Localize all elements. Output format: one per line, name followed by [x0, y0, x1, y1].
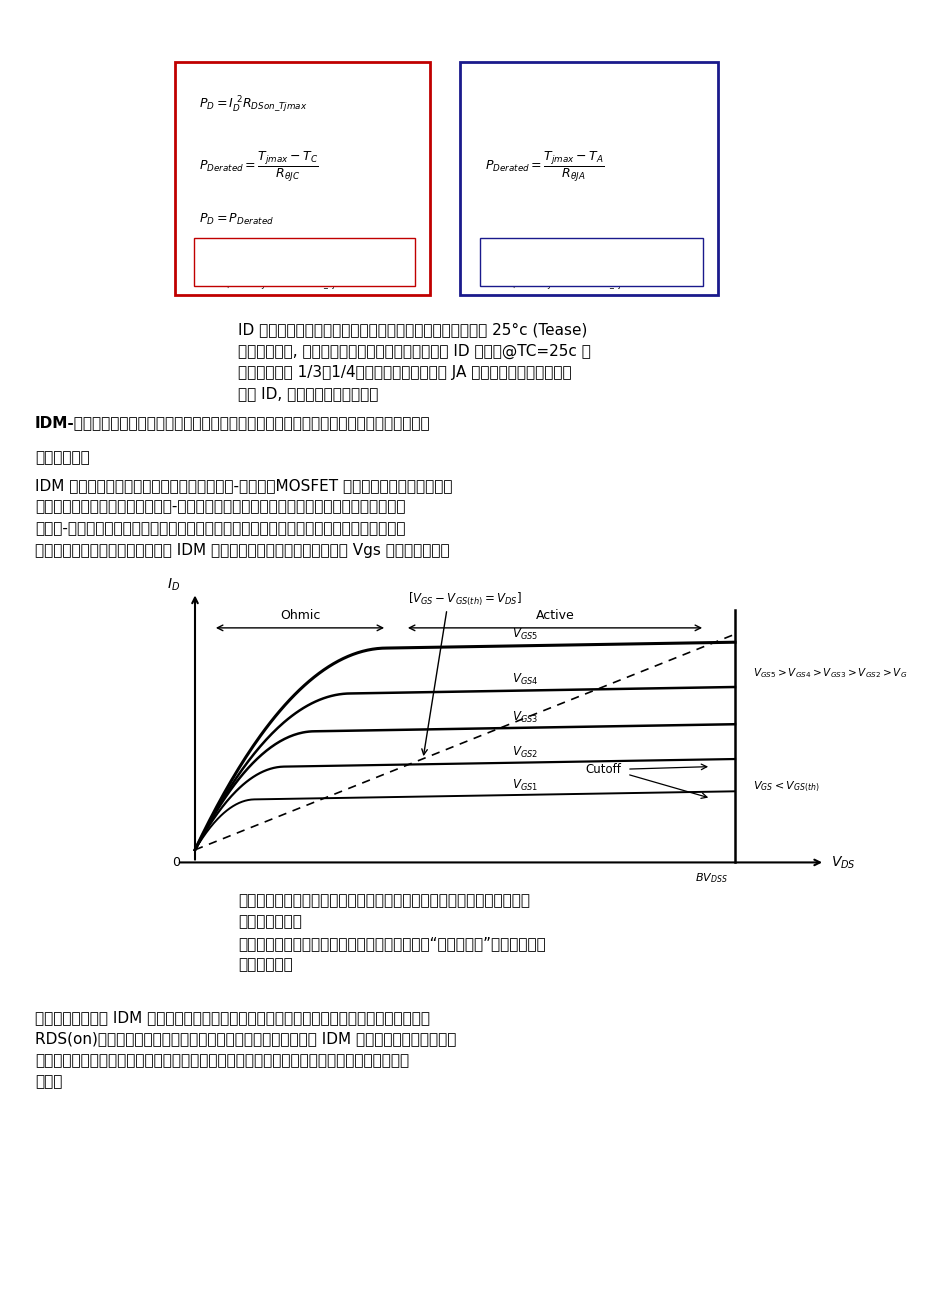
Text: $V_{GS4}$: $V_{GS4}$ — [512, 672, 539, 687]
Text: Active: Active — [536, 609, 575, 622]
Text: 经封装引线，因为在某些情况下，整个芯片上最“薄弱的连接”不是芯片，而: 经封装引线，因为在某些情况下，整个芯片上最“薄弱的连接”不是芯片，而 — [238, 936, 545, 950]
Text: 情况。: 情况。 — [35, 1074, 63, 1090]
Text: Cutoff: Cutoff — [585, 763, 621, 776]
Text: Ohmic: Ohmic — [280, 609, 320, 622]
Text: 是封装引线。: 是封装引线。 — [238, 958, 293, 972]
Bar — [175, 62, 430, 295]
Text: 考虑到热效应对于 IDM 的限制，温度的升高依赖于脉冲宽度，脉冲间的时间间隔，散热状况，: 考虑到热效应对于 IDM 的限制，温度的升高依赖于脉冲宽度，脉冲间的时间间隔，散… — [35, 1010, 430, 1025]
Text: $I_D$: $I_D$ — [167, 577, 180, 592]
Text: $V_{GS5} > V_{GS4} > V_{GS3} > V_{GS2} > V_{\mathit{G}}$: $V_{GS5} > V_{GS4} > V_{GS3} > V_{GS2} >… — [753, 666, 907, 680]
Text: $P_{Derated} = \dfrac{T_{jmax}-T_C}{R_{\theta JC}}$: $P_{Derated} = \dfrac{T_{jmax}-T_C}{R_{\… — [200, 150, 319, 184]
Text: 流。如图所示，对于给定的一个栅-源电压，如果工作点位于线性区域内，漏极电流的增大会: 流。如图所示，对于给定的一个栅-源电压，如果工作点位于线性区域内，漏极电流的增大… — [35, 499, 406, 515]
Text: IDM-脉冲漏极电流该参数反映了器件可以处理的脉冲电流的高低，脉冲电流要远高于连续的直: IDM-脉冲漏极电流该参数反映了器件可以处理的脉冲电流的高低，脉冲电流要远高于连… — [35, 415, 430, 431]
Text: 也很难。因此, 硬开关应用中实际开关电流通常小于 ID 额定值@TC=25c 的: 也很难。因此, 硬开关应用中实际开关电流通常小于 ID 额定值@TC=25c 的 — [238, 344, 591, 358]
Text: $V_{GS1}$: $V_{GS1}$ — [512, 778, 538, 793]
Text: $I_D = \sqrt{\dfrac{T_{jmax}-T_A}{R_{\theta JA}}\cdot\dfrac{1}{R_{DSon\_Tjmax}}}: $I_D = \sqrt{\dfrac{T_{jmax}-T_A}{R_{\th… — [484, 256, 642, 291]
Text: $P_D = I_D^{\ 2} R_{DSon\_Tjmax}$: $P_D = I_D^{\ 2} R_{DSon\_Tjmax}$ — [200, 94, 308, 115]
Text: $V_{DS}$: $V_{DS}$ — [831, 855, 856, 870]
Text: $V_{GS3}$: $V_{GS3}$ — [512, 710, 538, 725]
Text: $V_{GS5}$: $V_{GS5}$ — [512, 627, 538, 641]
Text: ID 中并不包含开关损耗，并且实际使用时保持管表面温度在 25°c (Tease): ID 中并不包含开关损耗，并且实际使用时保持管表面温度在 25°c (Tease… — [238, 322, 587, 337]
Text: RDS(on)以及脉冲电流的波形和幅度。单纯满足脉冲电流不超出 IDM 上限并不能保证结温不超: RDS(on)以及脉冲电流的波形和幅度。单纯满足脉冲电流不超出 IDM 上限并不… — [35, 1032, 456, 1046]
Text: IDM 的目的在于：线的欧姆区。对于一定的栅-源电压，MOSFET 导通后，存在最大的漏极电: IDM 的目的在于：线的欧姆区。对于一定的栅-源电压，MOSFET 导通后，存在… — [35, 478, 452, 493]
Text: $P_D = P_{Derated}$: $P_D = P_{Derated}$ — [200, 212, 275, 226]
Bar — [195, 238, 415, 286]
Text: $P_{Derated} = \dfrac{T_{jmax}-T_A}{R_{\theta JA}}$: $P_{Derated} = \dfrac{T_{jmax}-T_A}{R_{\… — [484, 150, 604, 184]
Text: 防止过高电流流: 防止过高电流流 — [238, 914, 302, 930]
Bar — [460, 62, 718, 295]
Text: 过最大允许值。可以参考热性能与机械性能中关于瞬时热阻的讨论，来估计脉冲电流下结温的: 过最大允许值。可以参考热性能与机械性能中关于瞬时热阻的讨论，来估计脉冲电流下结温… — [35, 1053, 409, 1068]
Text: $V_{GS2}$: $V_{GS2}$ — [512, 745, 538, 760]
Text: $BV_{DSS}$: $BV_{DSS}$ — [694, 871, 728, 886]
Text: 因此需要设定电流密度上限，防止芯片温度过高而烧毁。这本质上是为了: 因此需要设定电流密度上限，防止芯片温度过高而烧毁。这本质上是为了 — [238, 893, 530, 908]
Text: 流电流。定义: 流电流。定义 — [35, 450, 89, 465]
Bar — [480, 238, 703, 286]
Text: 0: 0 — [172, 856, 180, 869]
Text: 一半，通常在 1/3～1/4。补充，如果采用热阻 JA 的话可以估算出特定温度: 一半，通常在 1/3～1/4。补充，如果采用热阻 JA 的话可以估算出特定温度 — [238, 365, 572, 380]
Text: 提高漏-源电压，由此增大导通损耗。长时间工作在大功率之下，将导致器件失效。因此，在: 提高漏-源电压，由此增大导通损耗。长时间工作在大功率之下，将导致器件失效。因此，… — [35, 521, 406, 537]
Text: $I_D = \sqrt{\dfrac{T_{jmax}-T_C}{R_{\theta JC}}\cdot\dfrac{1}{R_{DSon\_Tjmax}}}: $I_D = \sqrt{\dfrac{T_{jmax}-T_C}{R_{\th… — [200, 256, 357, 291]
Text: $[V_{GS} - V_{GS(th)} = V_{DS}]$: $[V_{GS} - V_{GS(th)} = V_{DS}]$ — [408, 591, 522, 608]
Text: 下的 ID, 这个值更有现实意义。: 下的 ID, 这个值更有现实意义。 — [238, 387, 378, 402]
Text: 典型栅极驱动电压下，需要将额定 IDM 设定在区域之下。区域的分界点在 Vgs 和曲线相交点。: 典型栅极驱动电压下，需要将额定 IDM 设定在区域之下。区域的分界点在 Vgs … — [35, 543, 449, 557]
Text: $V_{GS} < V_{GS(th)}$: $V_{GS} < V_{GS(th)}$ — [753, 780, 820, 794]
